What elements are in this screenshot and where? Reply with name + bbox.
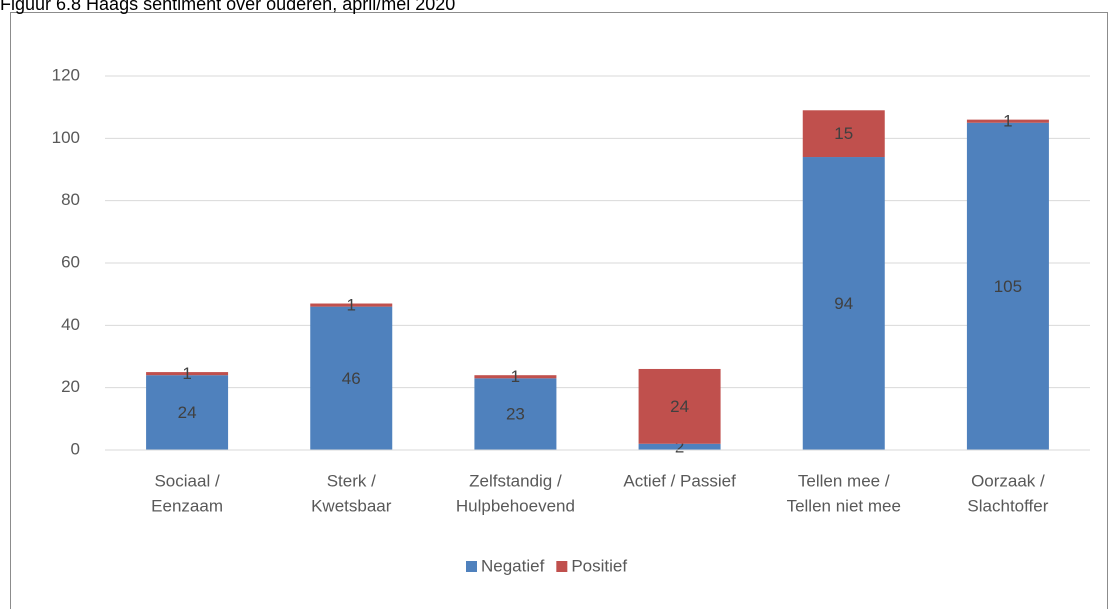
value-label: 23 [506,405,525,424]
bar-segment [146,372,229,376]
value-label: 24 [670,397,689,416]
x-tick-label: Sociaal / [154,471,219,490]
value-label: 94 [834,294,853,313]
value-label: 1 [511,367,520,386]
y-tick-label: 0 [71,439,80,458]
x-tick-label: Tellen niet mee [787,496,901,515]
y-tick-label: 100 [52,128,80,147]
bar-segment [802,110,885,158]
x-tick-label: Slachtoffer [967,496,1048,515]
bar-segment [638,443,721,450]
legend-label: Positief [571,556,627,575]
bar-segment [310,306,393,450]
y-tick-label: 60 [61,252,80,271]
bar-segment [966,122,1049,450]
x-tick-label: Oorzaak / [971,471,1045,490]
chart-border [10,12,1108,609]
legend-swatch [466,561,477,572]
legend-swatch [556,561,568,572]
x-tick-label: Actief / Passief [623,471,736,490]
x-tick-label: Zelfstandig / [469,471,562,490]
legend-label: Negatief [481,556,545,575]
y-tick-label: 120 [52,65,80,84]
bar-segment [310,303,393,307]
chart-title: Figuur 6.8 Haags sentiment over ouderen,… [0,0,455,14]
value-label: 1 [182,364,191,383]
value-label: 1 [347,296,356,315]
value-label: 46 [342,369,361,388]
x-tick-label: Hulpbehoevend [456,496,575,515]
y-tick-label: 20 [61,377,80,396]
bar-segment [474,375,557,379]
value-label: 1 [1003,112,1012,131]
bar-segment [638,368,721,444]
bar-segment [474,378,557,450]
x-tick-label: Tellen mee / [798,471,890,490]
bar-segment [146,375,229,450]
y-tick-label: 80 [61,190,80,209]
bar-segment [802,157,885,451]
x-tick-label: Kwetsbaar [311,496,392,515]
x-tick-label: Eenzaam [151,496,223,515]
bar-segment [966,119,1049,123]
x-tick-label: Sterk / [327,471,376,490]
value-label: 15 [834,124,853,143]
value-label: 2 [675,437,684,456]
y-tick-label: 40 [61,315,80,334]
value-label: 24 [178,403,197,422]
value-label: 105 [994,277,1022,296]
